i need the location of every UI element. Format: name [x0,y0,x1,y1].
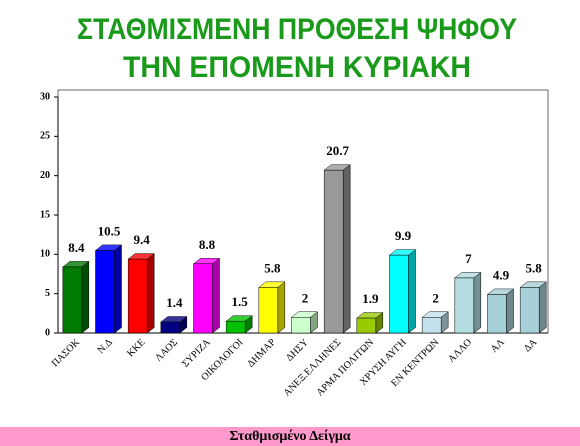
bar [519,287,540,334]
y-tick-label: 30 [40,91,50,102]
bar [291,317,311,334]
bar-side-shade [277,281,285,333]
bar-top-shade [324,164,351,171]
value-label: 8.8 [199,237,216,252]
bar-side-shade [473,272,481,333]
value-label: 5.8 [526,260,543,275]
x-tick-label: ΔΗΣΥ [284,337,311,364]
bar [62,266,83,334]
x-tick-label: ΣΥΡΙΖΑ [180,336,213,369]
bar-top-shade [160,316,187,322]
x-tick-label: ΔΗΜΑΡ [245,337,278,370]
x-tick-label: ΑΛΛΟ [446,337,474,365]
x-tick-label: ΚΚΕ [125,337,147,359]
y-tick-label: 0 [45,327,50,338]
bar-top-shade [291,311,318,318]
bar-top-shade [389,249,416,256]
bar [421,317,442,334]
bar [160,321,181,334]
value-label: 1.5 [232,294,249,309]
bar-side-shade [539,281,547,333]
bar-top-shade [62,261,89,267]
x-tick-label: ΑΡΜΑ ΠΟΛΙΤΩΝ [315,337,377,399]
bar-top-shade [454,272,481,278]
bar-side-shade [81,261,89,333]
bar-top-shade [258,281,285,288]
value-label: 2 [302,290,309,305]
bar-side-shade [408,249,416,333]
x-tick-label: ΑΛ [489,336,508,355]
x-tick-label: ΠΑΣΟΚ [50,336,83,369]
value-label: 7 [465,251,472,266]
bar [389,254,409,334]
y-tick-label: 15 [40,209,50,220]
bar-side-shade [343,164,351,333]
value-label: 1.4 [166,295,183,310]
footer-bar [0,427,580,446]
bar-top-shade [95,244,122,251]
value-label: 8.4 [68,240,85,255]
value-label: 10.5 [98,223,121,238]
value-label: 9.9 [395,228,412,243]
y-tick-label: 5 [45,288,50,299]
bar-side-shade [114,244,122,333]
value-label: 5.8 [264,260,281,275]
value-label: 4.9 [493,267,510,282]
x-tick-label: ΔΑ [522,336,540,354]
bar-side-shade [441,311,449,333]
value-label: 20.7 [326,143,349,158]
bar [323,169,344,334]
bar-side-shade [506,288,514,333]
bar-side-shade [212,258,220,333]
bar [487,294,507,334]
bar-top-shade [356,312,383,319]
bar-side-shade [147,253,155,333]
bar-top-shade [487,288,514,295]
x-tick-label: Ν.Δ [96,337,116,357]
bar-side-shade [375,312,383,333]
x-tick-label: ΑΝΕΞ.ΕΛΛΗΝΕΣ [282,337,344,399]
bar [225,320,246,334]
bar-side-shade [310,311,318,333]
bar [127,258,148,334]
bar [95,250,115,334]
y-tick-label: 20 [40,170,50,181]
bar [258,287,279,334]
chart-subtitle: ΤΗΝ ΕΠΟΜΕΝΗ ΚΥΡΙΑΚΗ [123,51,471,84]
footer: Σταθμισμένο Δείγμα [229,429,350,444]
bar-top-shade [422,311,449,318]
value-label: 1.9 [362,291,379,306]
bar [193,263,213,334]
chart-title: ΣΤΑΘΜΙΣΜΕΝΗ ΠΡΟΘΕΣΗ ΨΗΦΟΥ [77,13,517,46]
bar [454,277,475,334]
y-tick-label: 10 [40,249,50,260]
y-tick-label: 25 [40,131,50,142]
x-tick-label: ΛΑΟΣ [153,337,180,364]
value-label: 9.4 [134,232,151,247]
bar-top-shade [193,258,220,264]
bar [356,317,377,334]
value-label: 2 [432,290,439,305]
bar-top-shade [226,315,253,322]
bar-top-shade [520,281,547,288]
bar-top-shade [128,253,155,260]
